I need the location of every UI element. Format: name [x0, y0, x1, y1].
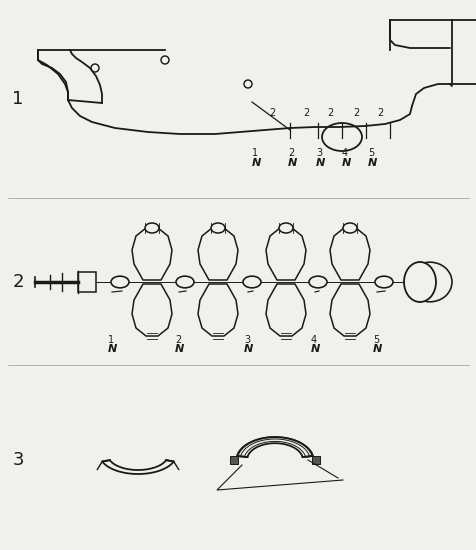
Text: 4: 4 — [310, 335, 317, 345]
Text: 3: 3 — [315, 148, 321, 158]
Text: N: N — [175, 344, 184, 354]
Polygon shape — [266, 284, 306, 336]
Text: 1: 1 — [108, 335, 114, 345]
Text: 2: 2 — [352, 108, 358, 118]
Text: N: N — [315, 158, 325, 168]
Text: 2: 2 — [288, 148, 294, 158]
Text: 3: 3 — [244, 335, 249, 345]
Polygon shape — [198, 284, 238, 336]
Text: 5: 5 — [372, 335, 378, 345]
Text: 1: 1 — [12, 90, 24, 108]
Text: N: N — [372, 344, 381, 354]
Polygon shape — [229, 456, 237, 464]
Polygon shape — [237, 437, 312, 457]
Polygon shape — [132, 284, 172, 336]
Text: 4: 4 — [341, 148, 347, 158]
Text: N: N — [251, 158, 261, 168]
Polygon shape — [102, 460, 173, 474]
Text: 2: 2 — [12, 273, 24, 291]
Text: N: N — [244, 344, 253, 354]
Text: 5: 5 — [367, 148, 374, 158]
Text: N: N — [108, 344, 117, 354]
Ellipse shape — [176, 276, 194, 288]
Text: 1: 1 — [251, 148, 258, 158]
Polygon shape — [312, 456, 320, 464]
Text: N: N — [341, 158, 350, 168]
Text: 2: 2 — [302, 108, 308, 118]
Ellipse shape — [242, 276, 260, 288]
Polygon shape — [132, 228, 172, 280]
Polygon shape — [329, 284, 369, 336]
Text: N: N — [310, 344, 319, 354]
Text: 2: 2 — [326, 108, 332, 118]
Ellipse shape — [111, 276, 129, 288]
Polygon shape — [329, 228, 369, 280]
Text: 3: 3 — [12, 451, 24, 469]
Ellipse shape — [403, 262, 435, 302]
FancyBboxPatch shape — [78, 272, 96, 292]
Polygon shape — [198, 228, 238, 280]
Text: 2: 2 — [376, 108, 382, 118]
Text: N: N — [367, 158, 377, 168]
Text: 2: 2 — [268, 108, 275, 118]
Text: N: N — [288, 158, 297, 168]
Ellipse shape — [210, 223, 225, 233]
Polygon shape — [266, 228, 306, 280]
Ellipse shape — [278, 223, 292, 233]
Text: 2: 2 — [175, 335, 181, 345]
Ellipse shape — [145, 223, 159, 233]
Ellipse shape — [374, 276, 392, 288]
Ellipse shape — [342, 223, 356, 233]
Ellipse shape — [308, 276, 327, 288]
Ellipse shape — [407, 262, 451, 302]
